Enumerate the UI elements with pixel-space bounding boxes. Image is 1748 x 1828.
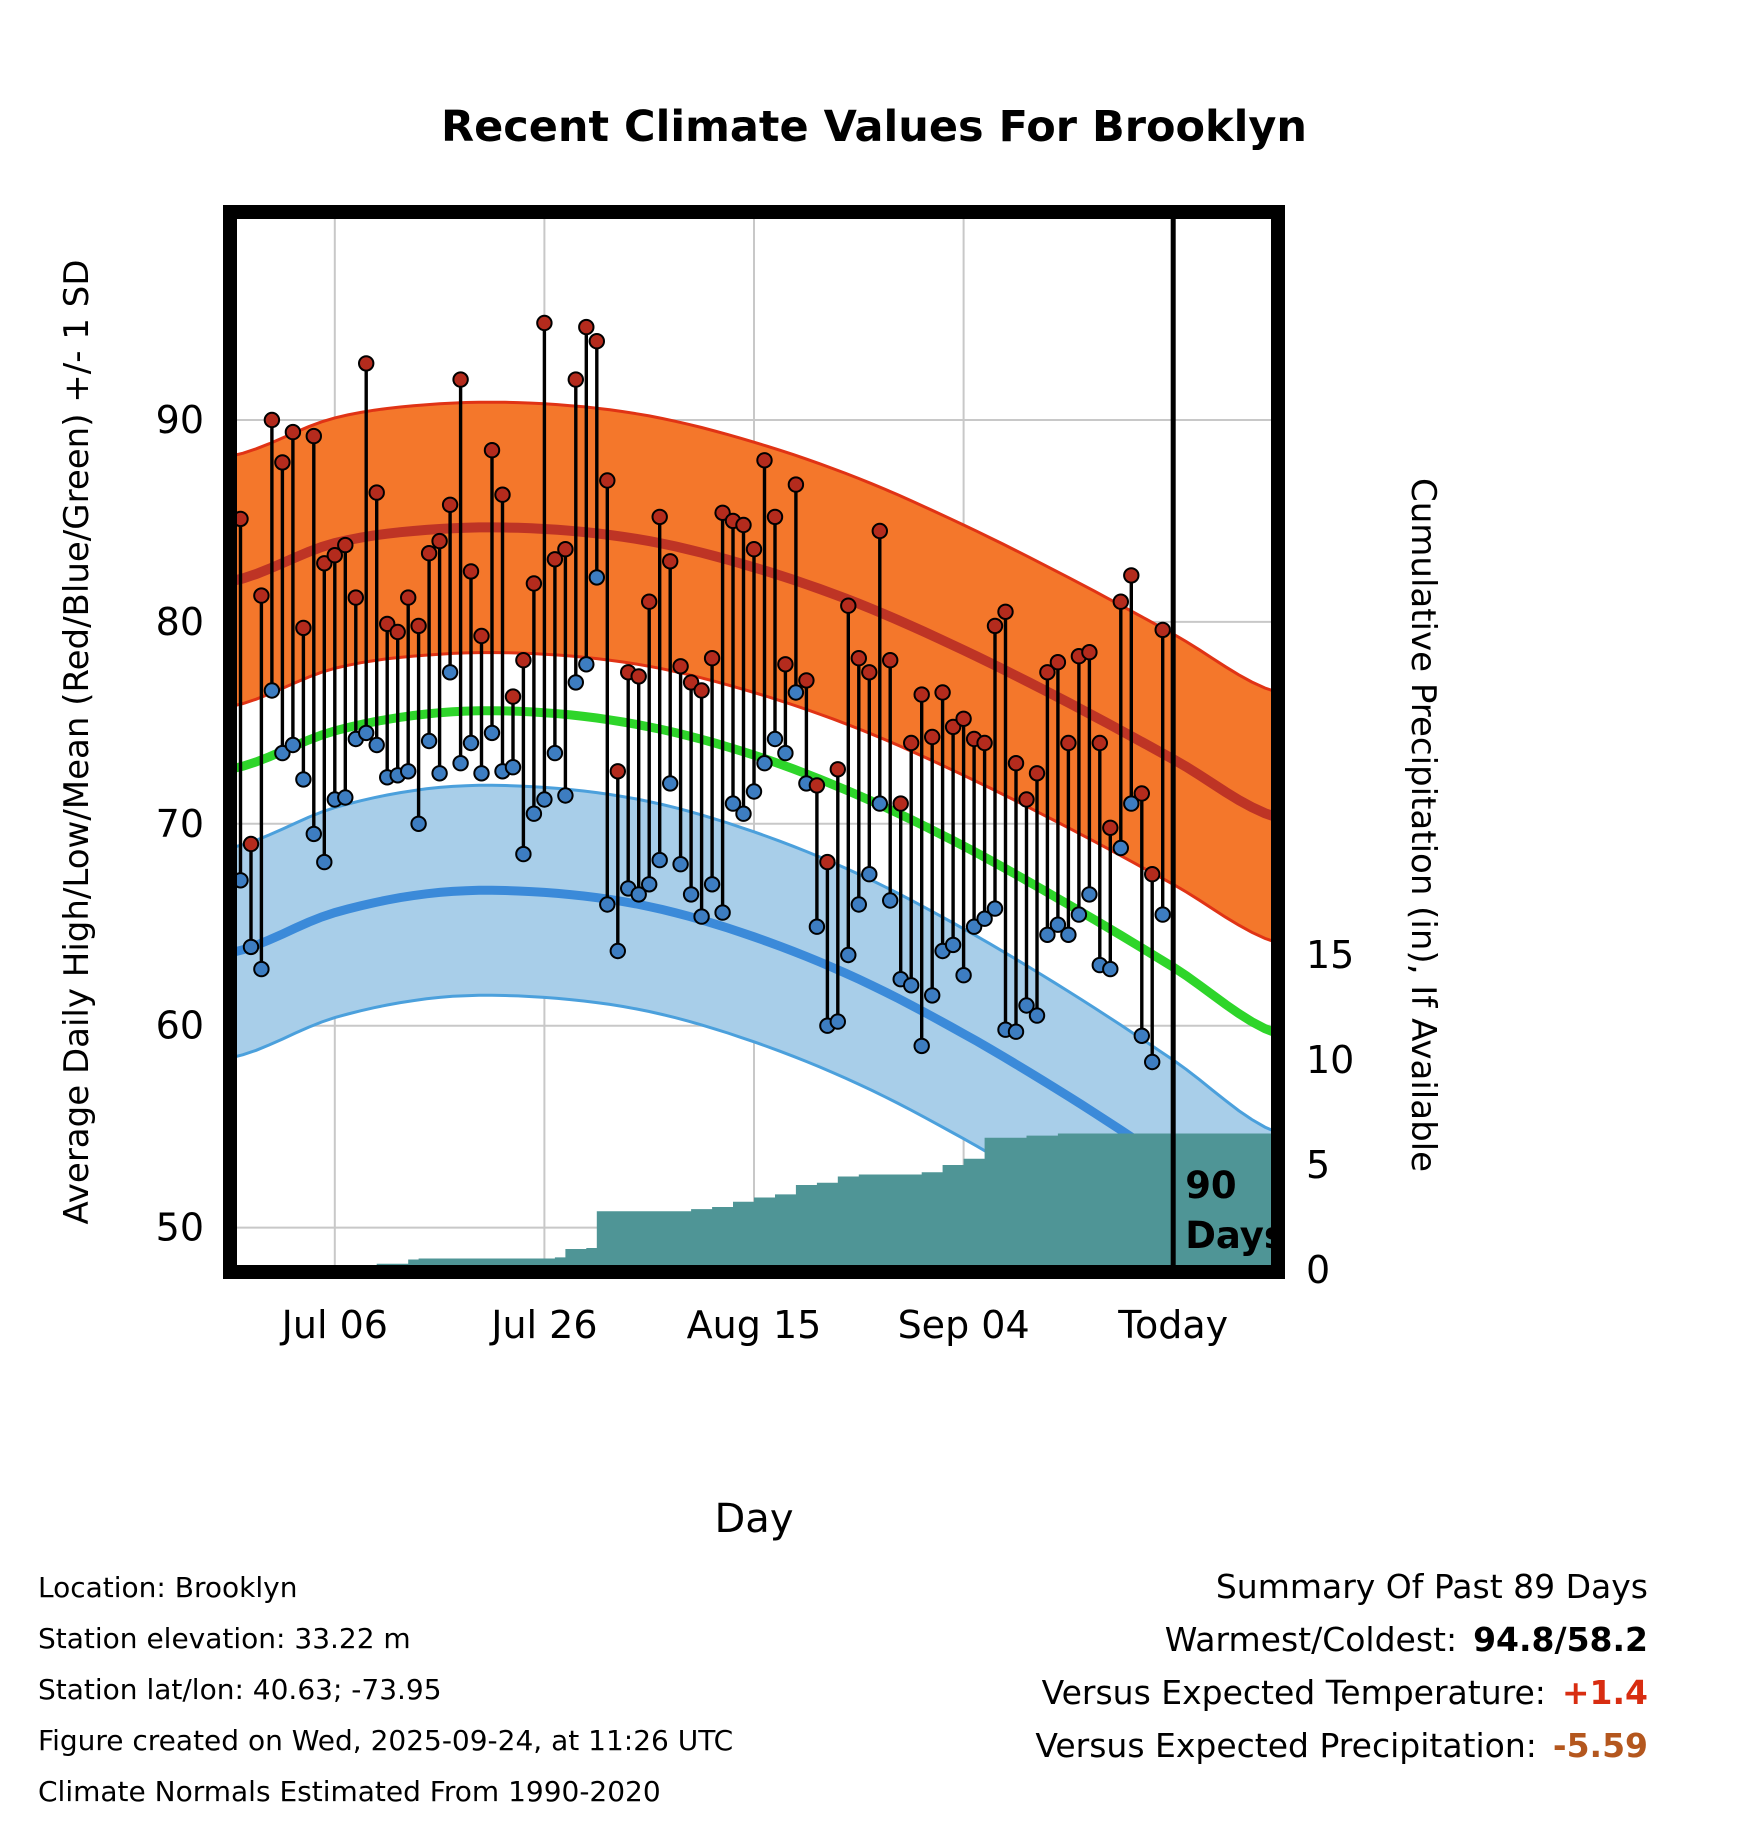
daily-range-lines: [238, 323, 1165, 1062]
figure-created-note: Figure created on Wed, 2025-09-24, at 11…: [38, 1724, 734, 1757]
station-elevation: Station elevation: 33.22 m: [38, 1622, 411, 1655]
climate-normals-note: Climate Normals Estimated From 1990-2020: [38, 1775, 661, 1808]
x-axis-label: Day: [715, 1496, 794, 1542]
daily-dots: [232, 314, 1171, 1071]
temp-tick-label: 90: [156, 398, 204, 442]
date-tick-label: Today: [1117, 1303, 1228, 1347]
precip-tick-label: 0: [1306, 1248, 1330, 1292]
chart-title: Recent Climate Values For Brooklyn: [440, 102, 1308, 152]
warmest-coldest-label: Warmest/Coldest:: [1164, 1620, 1458, 1659]
plot-border: [223, 205, 1285, 1279]
date-tick-label: Sep 04: [898, 1303, 1030, 1347]
summary-row-precip-anomaly: Versus Expected Precipitation: -5.59: [1035, 1719, 1648, 1772]
temp-tick-label: 70: [156, 802, 204, 846]
temp-tick-label: 50: [156, 1206, 204, 1250]
warmest-coldest-value: 94.8/58.2: [1473, 1620, 1648, 1659]
temp-anomaly-label: Versus Expected Temperature:: [1041, 1673, 1546, 1712]
station-location: Location: Brooklyn: [38, 1571, 298, 1604]
cumulative-precip-area: [230, 1133, 1278, 1272]
climate-chart-svg: 90 Days 50 60 70 80 90 0 5 10 15 Jul 06 Jul 26 Aug 15…: [57, 205, 1443, 1542]
summary-title: Summary Of Past 89 Days: [1215, 1567, 1648, 1606]
ninety-days-label-line1: 90: [1185, 1164, 1237, 1207]
station-info: Location: Brooklyn Station elevation: 33…: [38, 1562, 733, 1817]
date-tick-label: Jul 06: [280, 1303, 388, 1347]
precip-anomaly-value: -5.59: [1552, 1726, 1648, 1765]
tick-labels: 50 60 70 80 90 0 5 10 15 Jul 06 Jul 26 Aug 15 Sep 04…: [156, 398, 1355, 1347]
station-latlon: Station lat/lon: 40.63; -73.95: [38, 1673, 442, 1706]
summary-block: Summary Of Past 89 Days Warmest/Coldest:…: [1035, 1560, 1648, 1772]
summary-row-temp-anomaly: Versus Expected Temperature: +1.4: [1035, 1666, 1648, 1719]
ninety-days-label-line2: Days: [1185, 1214, 1286, 1257]
date-tick-label: Jul 26: [489, 1303, 597, 1347]
precip-tick-label: 10: [1306, 1038, 1354, 1082]
left-axis-label: Average Daily High/Low/Mean (Red/Blue/Gr…: [57, 260, 97, 1225]
summary-row-warmest-coldest: Warmest/Coldest: 94.8/58.2: [1035, 1613, 1648, 1666]
precip-tick-label: 15: [1306, 933, 1354, 977]
right-axis-label: Cumulative Precipitation (in), If Availa…: [1403, 478, 1443, 1172]
temp-anomaly-value: +1.4: [1561, 1673, 1648, 1712]
temp-tick-label: 60: [156, 1004, 204, 1048]
date-tick-label: Aug 15: [687, 1303, 822, 1347]
temp-tick-label: 80: [156, 600, 204, 644]
climate-chart: 90 Days 50 60 70 80 90 0 5 10 15 Jul 06 Jul 26 Aug 15…: [57, 205, 1443, 1542]
precip-anomaly-label: Versus Expected Precipitation:: [1035, 1726, 1537, 1765]
precip-tick-label: 5: [1306, 1143, 1330, 1187]
